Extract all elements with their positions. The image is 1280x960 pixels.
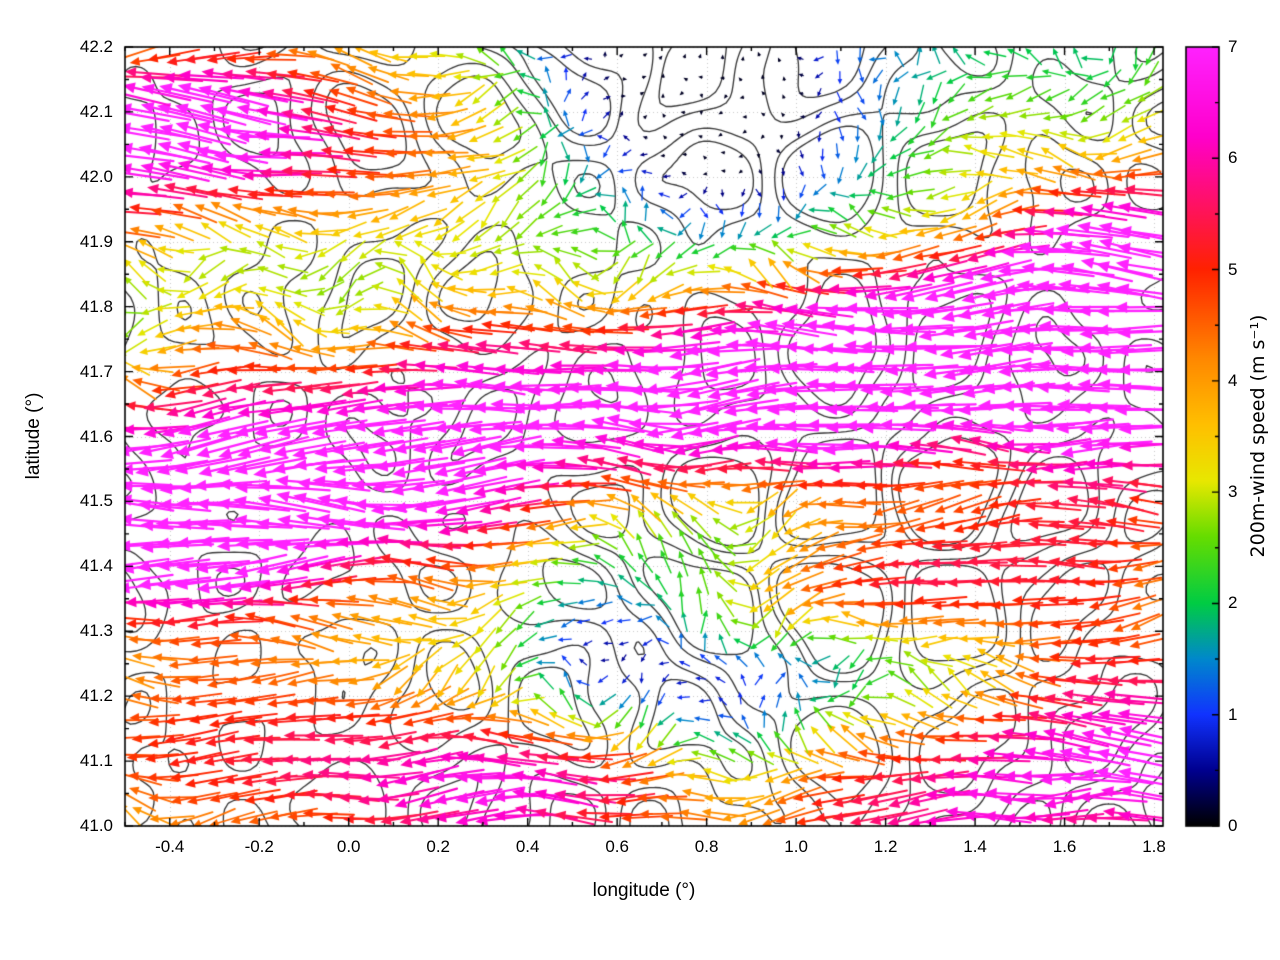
x-tick-label: 0.8 xyxy=(694,837,719,856)
x-tick-label: 1.8 xyxy=(1142,837,1166,856)
colorbar-tick-label: 5 xyxy=(1228,259,1238,279)
y-tick-label: 41.0 xyxy=(79,816,113,835)
x-tick-label: 0.2 xyxy=(426,837,451,856)
x-tick-label: 1.0 xyxy=(784,837,808,856)
y-tick-label: 42.1 xyxy=(79,101,113,121)
y-tick-label: 41.6 xyxy=(79,426,113,446)
y-tick-label: 42.0 xyxy=(79,166,113,186)
x-tick-label: 0.6 xyxy=(605,837,629,856)
y-tick-label: 41.8 xyxy=(79,296,113,316)
x-tick-label: 0.4 xyxy=(515,837,540,856)
y-tick-label: 41.5 xyxy=(79,491,113,511)
x-tick-label: -0.2 xyxy=(244,837,274,856)
x-tick-label: 1.6 xyxy=(1052,837,1077,856)
x-tick-label: 1.4 xyxy=(963,837,987,856)
x-tick-label: 1.2 xyxy=(873,837,898,856)
colorbar-tick-label: 1 xyxy=(1228,704,1238,724)
y-tick-label: 41.4 xyxy=(79,556,113,576)
colorbar-tick-label: 4 xyxy=(1228,370,1238,390)
colorbar-title: 200m-wind speed (m s⁻¹) xyxy=(1247,314,1269,558)
colorbar-tick-label: 7 xyxy=(1228,37,1238,56)
y-tick-label: 42.2 xyxy=(79,37,113,56)
y-axis-title: latitude (°) xyxy=(23,392,44,480)
colorbar-tick-label: 6 xyxy=(1228,148,1238,168)
y-tick-label: 41.7 xyxy=(79,361,113,381)
y-tick-label: 41.1 xyxy=(79,751,113,771)
colorbar-tick-label: 2 xyxy=(1228,593,1238,613)
x-tick-label: -0.4 xyxy=(155,837,185,856)
x-axis-title: longitude (°) xyxy=(592,880,696,901)
y-tick-label: 41.9 xyxy=(79,231,113,251)
colorbar-tick-label: 3 xyxy=(1228,482,1238,502)
y-tick-label: 41.3 xyxy=(79,621,113,641)
y-tick-label: 41.2 xyxy=(79,686,113,706)
x-tick-label: 0.0 xyxy=(336,837,361,856)
colorbar-tick-label: 0 xyxy=(1228,816,1238,835)
